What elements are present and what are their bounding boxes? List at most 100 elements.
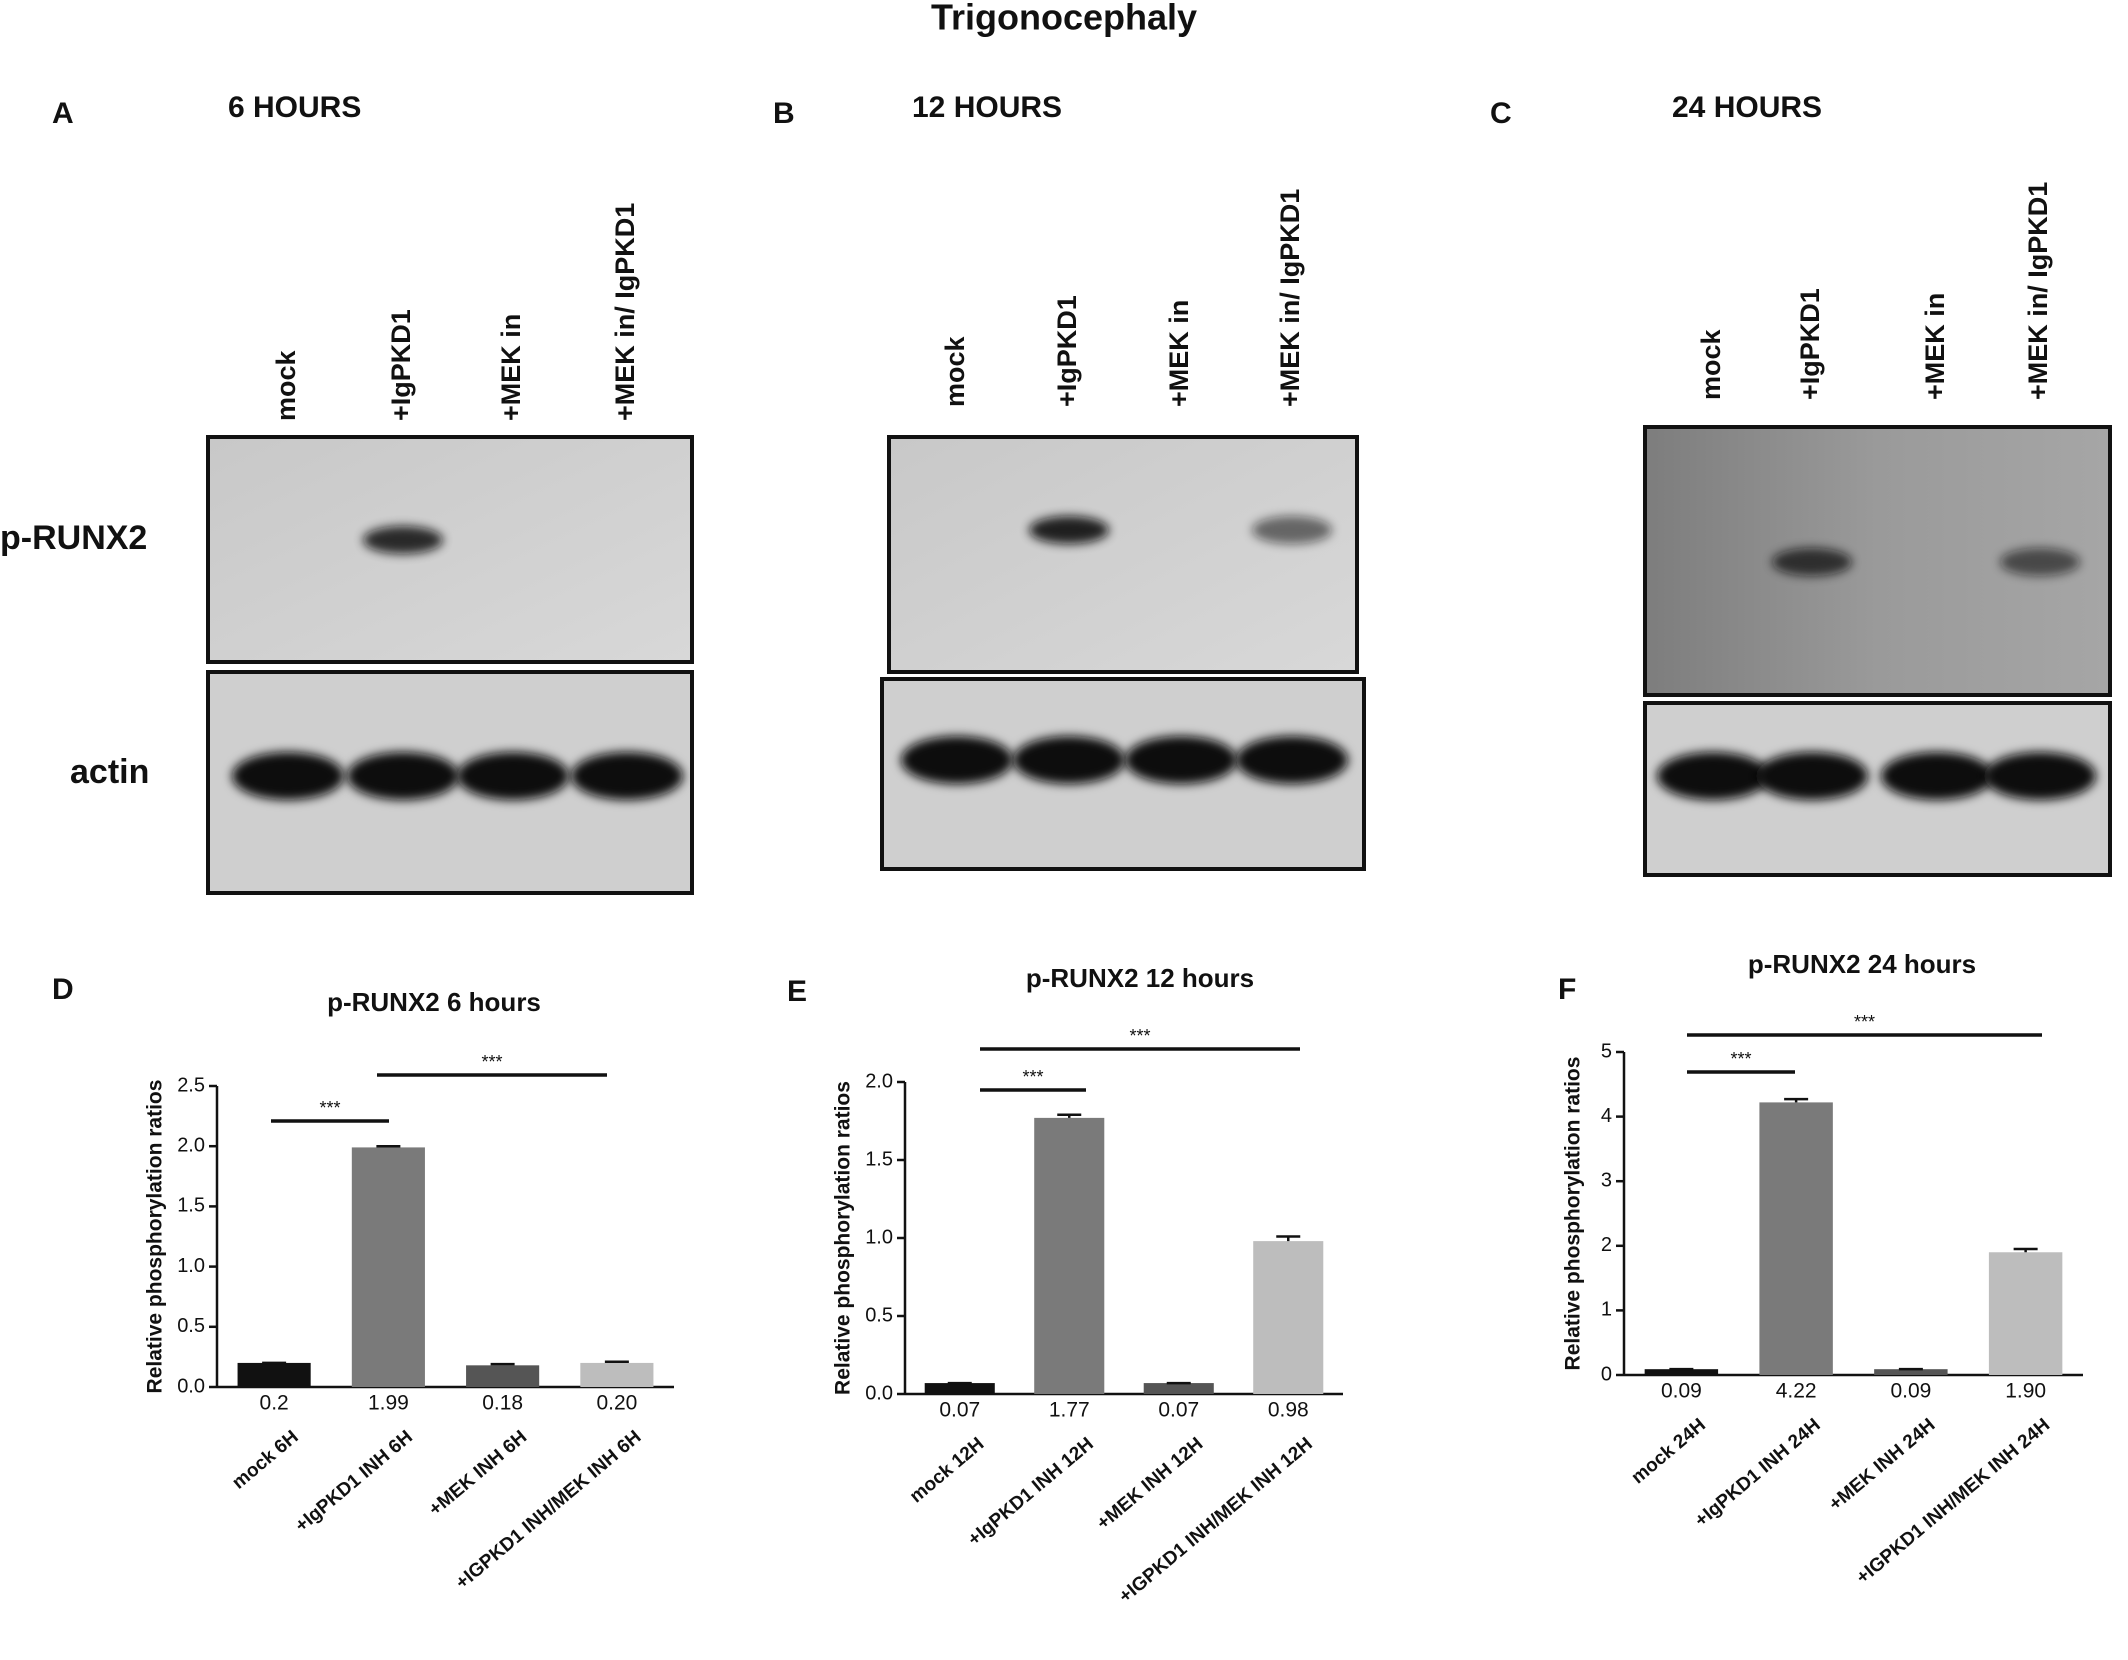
y-tick-label: 0 [1601, 1363, 1612, 1385]
y-tick-label: 2.5 [177, 1074, 205, 1096]
bar [1143, 1383, 1214, 1394]
chart-title: p-RUNX2 6 hours [327, 987, 541, 1017]
panel-letter: C [1490, 97, 1512, 130]
figure-title: Trigonocephaly [931, 0, 1197, 38]
blot-band [1125, 736, 1237, 784]
blot-band [1984, 752, 2096, 800]
value-label: 0.09 [1661, 1380, 1702, 1403]
panel-letter: D [52, 973, 74, 1006]
blot-band [1013, 736, 1125, 784]
x-tick-label: +IgPKD1 INH 24H [1691, 1415, 1825, 1532]
error-bar [1057, 1113, 1082, 1118]
value-label: 0.09 [1890, 1380, 1931, 1403]
lane-label: +MEK in [1920, 293, 1950, 400]
x-tick-label: mock 6H [228, 1427, 302, 1494]
y-tick-label: 5 [1601, 1040, 1612, 1062]
bar [1034, 1117, 1105, 1394]
y-tick-label: 0.5 [865, 1304, 893, 1326]
blot-band [232, 752, 344, 800]
significance-label: *** [481, 1052, 502, 1072]
blot-band [571, 752, 683, 800]
panel-letter: A [52, 97, 74, 130]
chart-title: p-RUNX2 12 hours [1026, 963, 1254, 993]
lane-label: +IgPKD1 [1795, 288, 1825, 400]
panel-letter: F [1558, 973, 1576, 1006]
blot-band [901, 736, 1013, 784]
x-tick-label: +IGPKD1 INH/MEK INH 24H [1853, 1415, 2055, 1589]
blot-band [1657, 752, 1769, 800]
value-label: 0.20 [596, 1392, 637, 1415]
y-tick-label: 2 [1601, 1234, 1612, 1256]
x-tick-label: +MEK INH 6H [425, 1427, 531, 1521]
row-label: actin [70, 753, 149, 791]
error-bar [490, 1362, 515, 1366]
value-label: 1.99 [368, 1392, 409, 1415]
bar [351, 1147, 425, 1387]
lane-label: +MEK in/ IgPKD1 [1275, 189, 1305, 407]
x-tick-label: +IGPKD1 INH/MEK INH 6H [452, 1427, 645, 1594]
chart-title: p-RUNX2 24 hours [1748, 949, 1976, 979]
y-tick-label: 0.0 [177, 1375, 205, 1397]
bar [924, 1383, 995, 1394]
lane-label: +IgPKD1 [386, 309, 416, 421]
x-tick-label: mock 12H [906, 1434, 988, 1508]
value-label: 0.07 [1158, 1399, 1199, 1422]
bar [1759, 1102, 1833, 1375]
error-bar [1276, 1235, 1301, 1242]
blot-band [457, 752, 569, 800]
blot-membrane [887, 435, 1359, 674]
value-label: 0.18 [482, 1392, 523, 1415]
lane-label: +MEK in/ IgPKD1 [2023, 182, 2053, 400]
error-bar [604, 1360, 629, 1363]
blot-band [347, 752, 459, 800]
y-tick-label: 1.5 [177, 1195, 205, 1217]
bar [1253, 1241, 1324, 1394]
bar [580, 1362, 654, 1387]
lane-label: +MEK in [496, 314, 526, 421]
value-label: 0.98 [1268, 1399, 1309, 1422]
blot-band [363, 526, 443, 554]
blot-band [1252, 516, 1332, 544]
y-tick-label: 2.0 [865, 1070, 893, 1092]
panel-letter: E [787, 975, 807, 1008]
y-tick-label: 2.0 [177, 1134, 205, 1156]
x-tick-label: +IgPKD1 INH 6H [291, 1427, 417, 1537]
blot-membrane [206, 435, 694, 664]
lane-label: +MEK in [1164, 300, 1194, 407]
significance-label: *** [1730, 1049, 1751, 1069]
y-tick-label: 1.0 [865, 1226, 893, 1248]
y-tick-label: 4 [1601, 1105, 1612, 1127]
blot-band [1756, 752, 1868, 800]
y-tick-label: 0.0 [865, 1382, 893, 1404]
y-axis-label: Relative phosphorylation ratios [1562, 1057, 1585, 1371]
bar [1988, 1252, 2063, 1375]
lane-label: mock [940, 335, 970, 407]
bar [1644, 1369, 1719, 1375]
error-bar [376, 1144, 401, 1148]
lane-label: +IgPKD1 [1052, 295, 1082, 407]
lane-label: mock [271, 349, 301, 421]
y-axis-label: Relative phosphorylation ratios [144, 1080, 167, 1394]
y-tick-label: 1 [1601, 1299, 1612, 1321]
value-label: 0.2 [260, 1392, 289, 1415]
bar [466, 1365, 540, 1387]
error-bar [2013, 1247, 2038, 1253]
blot-band [2000, 548, 2080, 576]
panel-letter: B [773, 97, 795, 130]
y-tick-label: 1.0 [177, 1255, 205, 1277]
x-tick-label: +MEK INH 12H [1093, 1434, 1207, 1535]
x-tick-label: +MEK INH 24H [1825, 1415, 1939, 1516]
blot-band [1029, 516, 1109, 544]
blot-band [1772, 548, 1852, 576]
x-tick-label: mock 24H [1628, 1415, 1710, 1489]
time-label: 6 HOURS [228, 91, 361, 124]
time-label: 12 HOURS [912, 91, 1062, 124]
lane-label: mock [1696, 328, 1726, 400]
significance-label: *** [1022, 1067, 1043, 1087]
value-label: 0.07 [939, 1399, 980, 1422]
y-tick-label: 1.5 [865, 1148, 893, 1170]
time-label: 24 HOURS [1672, 91, 1822, 124]
value-label: 1.77 [1049, 1399, 1090, 1422]
blot-band [1236, 736, 1348, 784]
